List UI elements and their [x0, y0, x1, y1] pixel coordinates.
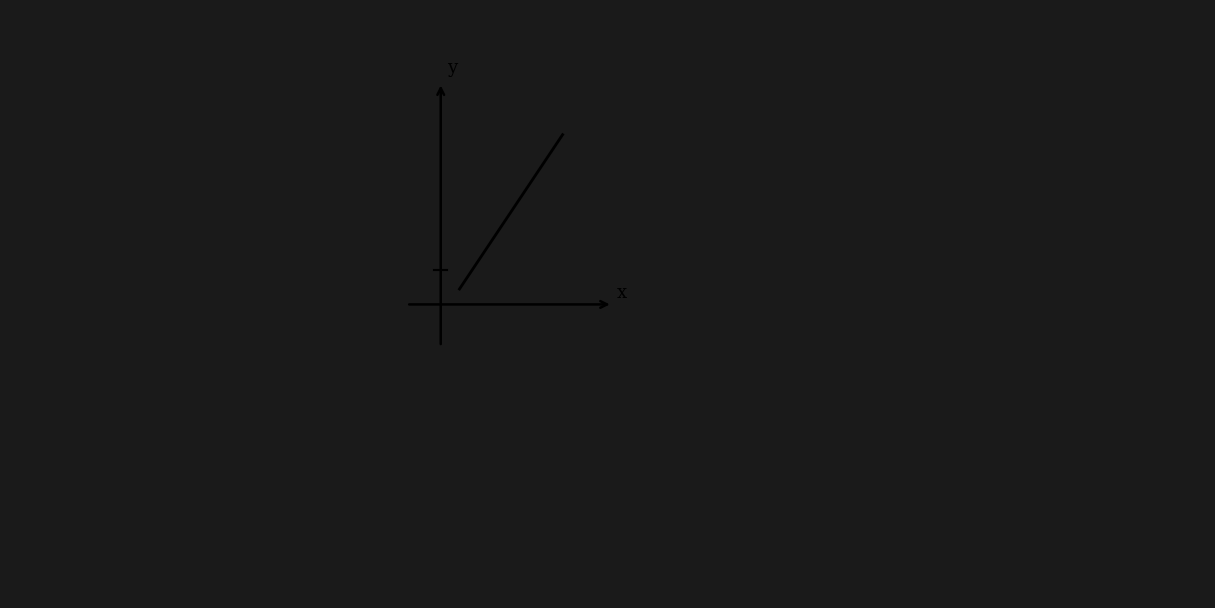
Text: y: y — [447, 59, 457, 77]
Text: A: A — [215, 483, 226, 500]
Text: Nyatakan hubungan antara x dan y berdasarkan graf dalam Rajah 1.: Nyatakan hubungan antara x dan y berdasa… — [187, 423, 765, 440]
Text: Diagram 1 shows a graph of y against x.: Diagram 1 shows a graph of y against x. — [187, 21, 541, 38]
Text: Diagram 1: Diagram 1 — [467, 398, 555, 415]
Text: y berkadar terus dengan x: y berkadar terus dengan x — [284, 483, 507, 500]
Text: y berkadar songsang dengan x: y berkadar songsang dengan x — [284, 520, 543, 537]
Text: D: D — [215, 593, 228, 608]
Text: y increases linearly with x: y increases linearly with x — [284, 582, 505, 599]
Text: Rajah 1: Rajah 1 — [479, 365, 543, 382]
Text: y inversely proportional to x: y inversely proportional to x — [284, 545, 522, 562]
Text: y bertambah secara linear dengan x: y bertambah secara linear dengan x — [284, 556, 588, 573]
Text: y directly proportional to x: y directly proportional to x — [284, 509, 510, 526]
Text: y berkurang secara linear dengan x: y berkurang secara linear dengan x — [284, 593, 584, 608]
Text: State the relationship between x and y based on the graph in Diagram 1.: State the relationship between x and y b… — [187, 453, 802, 470]
Text: B: B — [215, 520, 227, 537]
Text: x: x — [617, 284, 627, 302]
Text: C: C — [215, 556, 227, 573]
